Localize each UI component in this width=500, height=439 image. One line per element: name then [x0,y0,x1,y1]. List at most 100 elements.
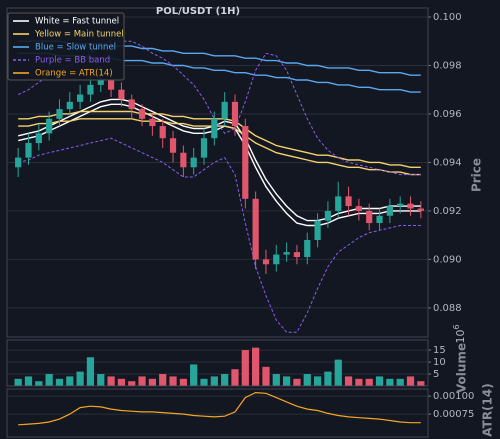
y-tick-label: 0.088 [433,303,462,314]
candle-body [169,138,177,153]
overlay-line [18,98,421,222]
candle-body [66,101,73,110]
legend-label: Purple = BB band [35,56,110,66]
volume-bar [190,364,198,386]
overlay-line [18,103,421,227]
candle-body [35,133,42,144]
candle-body [252,198,259,260]
candle-body [262,259,270,265]
volume-bar [86,357,95,386]
volume-bar [107,376,115,386]
candle-body [397,203,404,207]
candle-body [355,206,362,211]
candle-body [283,252,290,255]
volume-bar [262,366,270,386]
y-tick-label: 0.098 [433,60,462,71]
volume-bar [179,378,187,386]
overlay-line [18,118,421,176]
volume-bar [138,376,146,386]
y-tick-label: 15 [433,345,446,356]
candle-body [221,101,228,119]
candle-body [15,157,22,168]
y-axis-label: Price [470,158,484,192]
legend-label: Yellow = Main tunnel [34,30,124,40]
legend-box [7,12,125,81]
volume-bar [293,378,301,386]
candle-body [97,80,104,85]
candle-body [314,220,321,241]
y-tick-label: 0.092 [433,206,462,217]
volume-bar [45,374,53,386]
volume-bar [282,376,291,386]
plot-layer: 0.0880.0900.0920.0940.0960.0980.10051015… [7,12,474,426]
volume-bar [200,378,208,386]
y-tick-label: 0.00100 [433,391,474,402]
volume-bar [159,374,167,386]
y-tick-label: 0.090 [433,254,462,265]
candle-body [25,143,32,158]
volume-bar [375,376,384,386]
candle-body [417,208,424,211]
volume-bar [241,350,249,386]
y-axis-label: ATR(14) [481,383,495,436]
volume-bar [324,371,332,386]
volume-bar [169,376,177,386]
volume-bar [365,378,373,386]
y-tick-label: 5 [433,369,439,380]
volume-bar [117,378,126,386]
candle-body [304,240,311,257]
candle-body [231,101,239,127]
candle-body [128,99,135,110]
y-tick-label: 0.00075 [433,409,474,420]
legend-label: White = Fast tunnel [35,17,119,27]
y-tick-label: 0.096 [433,109,462,120]
legend-label: Orange = ATR(14) [35,69,113,79]
multiplier-base: 10 [454,330,467,344]
candle-body [345,196,352,207]
chart-title: POL/USDT (1H) [156,6,240,17]
candle-body [324,210,332,221]
volume-bar [35,381,43,386]
volume-bar [97,374,105,386]
candle-body [386,206,393,216]
candle-body [190,157,197,168]
volume-bar [148,378,157,386]
volume-bar [76,371,84,386]
volume-bar [272,374,280,386]
candle-body [242,126,249,199]
y-tick-label: 0.094 [433,157,462,168]
price-panel [6,7,429,338]
volume-bar [221,374,229,386]
candle-body [180,152,187,168]
candle-body [366,210,373,224]
volume-bar [334,359,342,386]
candle-body [376,215,383,224]
overlay-line [18,137,421,333]
candle-body [273,254,280,265]
volume-panel [6,339,429,387]
legend-label: Blue = Slow tunnel [35,43,116,53]
atr-line [18,391,421,426]
volume-bar [406,376,415,386]
y-tick-label: 10 [433,357,446,368]
atr-panel [6,388,429,438]
candle-body [46,118,53,134]
volume-bar [55,378,64,386]
candle-body [211,118,218,139]
volume-bar [313,376,322,386]
volume-bar [344,376,353,386]
candle-body [407,203,414,209]
volume-bar [128,381,136,386]
y-tick-label: 0.100 [433,12,462,23]
candle-body [159,126,166,139]
axis-multiplier: 106 [452,324,468,343]
candle-body [149,118,156,127]
volume-bar [417,381,425,386]
volume-bar [210,376,218,386]
volume-bar [396,378,404,386]
volume-bar [231,369,239,386]
overlay-line [18,110,421,168]
candle-body [200,138,208,158]
candle-body [107,80,115,90]
